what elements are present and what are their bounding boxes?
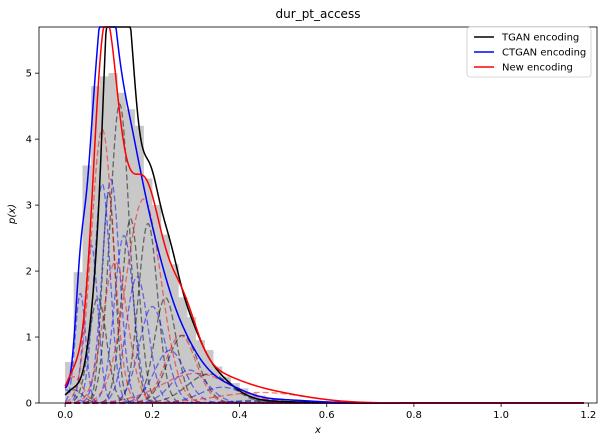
y-tick-label: 1: [26, 333, 32, 344]
y-tick-label: 3: [26, 201, 32, 212]
legend-label: CTGAN encoding: [502, 48, 586, 59]
y-axis-label: p(x): [7, 204, 18, 225]
legend: TGAN encoding CTGAN encoding New encoding: [466, 26, 592, 78]
plot-frame: [38, 26, 598, 404]
x-tick-label: 0.0: [57, 410, 73, 421]
x-tick-label: 1.2: [580, 410, 596, 421]
legend-box: [466, 26, 592, 78]
x-axis-ticks: 0.0 0.2 0.4 0.6 0.8 1.0 1.2: [57, 403, 596, 421]
legend-label: TGAN encoding: [501, 33, 579, 44]
legend-label: New encoding: [502, 63, 573, 74]
x-tick-label: 0.6: [319, 410, 335, 421]
y-axis-ticks: 0 1 2 3 4 5: [26, 69, 39, 410]
histogram-bar: [169, 264, 179, 404]
x-tick-label: 0.4: [232, 410, 248, 421]
x-axis-label: x: [314, 425, 321, 436]
x-tick-label: 0.8: [406, 410, 422, 421]
y-tick-label: 4: [26, 135, 32, 146]
histogram-bar: [160, 234, 170, 404]
y-tick-label: 5: [26, 69, 32, 80]
x-tick-label: 1.0: [493, 410, 509, 421]
y-axis-label-text: p(x): [7, 204, 18, 225]
y-tick-label: 0: [26, 399, 32, 410]
x-tick-label: 0.2: [144, 410, 160, 421]
chart-title: dur_pt_access: [276, 7, 361, 21]
histogram-bar: [143, 178, 153, 404]
y-tick-label: 2: [26, 267, 32, 278]
